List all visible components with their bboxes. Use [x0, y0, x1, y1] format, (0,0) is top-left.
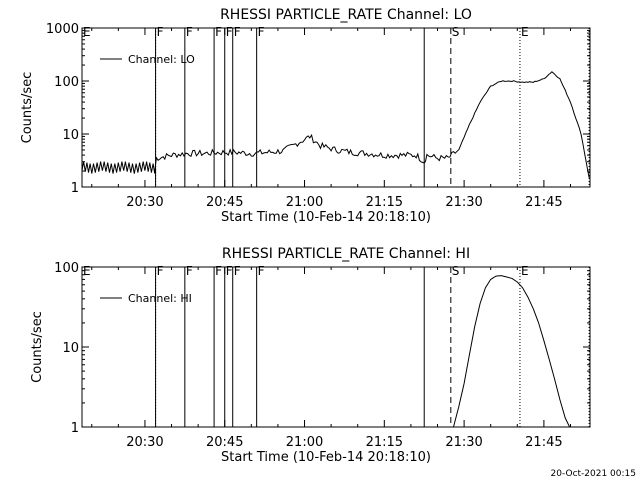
x-tick-label: 21:45 — [525, 435, 562, 450]
x-tick-label: 21:00 — [286, 435, 323, 450]
legend: Channel: LO — [100, 53, 195, 66]
y-tick-label: 100 — [54, 75, 79, 90]
series-line — [81, 71, 590, 178]
event-marker-label: F — [186, 264, 193, 278]
chart-title: RHESSI PARTICLE_RATE Channel: HI — [222, 246, 470, 262]
event-marker-label: F — [234, 264, 241, 278]
event-marker-label: E — [521, 25, 529, 39]
x-tick-label: 21:15 — [366, 195, 403, 210]
legend-label: Channel: HI — [128, 292, 192, 305]
series-layer — [453, 275, 571, 428]
event-marker-label: F — [258, 264, 265, 278]
series-line — [453, 275, 571, 428]
event-marker-label: E — [521, 264, 529, 278]
y-tick-label: 1 — [71, 181, 79, 196]
event-marker-label: F — [258, 25, 265, 39]
event-marker-label: F — [234, 25, 241, 39]
event-marker-label: S — [452, 264, 460, 278]
event-marker-label: E — [83, 25, 91, 39]
plot-timestamp: 20-Oct-2021 00:15 — [551, 469, 636, 479]
event-marker-label: F — [157, 264, 164, 278]
event-marker-label: F — [226, 264, 233, 278]
x-tick-label: 20:30 — [126, 195, 163, 210]
chart-panel-hi: RHESSI PARTICLE_RATE Channel: HI 1 10 100 Co… — [30, 246, 591, 465]
legend: Channel: HI — [100, 292, 192, 305]
event-marker-label: F — [215, 25, 222, 39]
x-axis: 20:30 20:45 21:00 21:15 21:30 21:45 Start Time… — [91, 28, 571, 225]
event-marker-label: F — [226, 25, 233, 39]
y-axis: 1 10 100 1000 Counts/sec — [20, 22, 590, 196]
x-tick-label: 21:15 — [366, 435, 403, 450]
y-axis-label: Counts/sec — [30, 311, 45, 383]
chart-panel-lo: RHESSI PARTICLE_RATE Channel: LO 1 10 100 10… — [20, 7, 591, 225]
plot-frame — [81, 266, 591, 428]
x-tick-label: 21:30 — [445, 195, 482, 210]
y-axis-label: Counts/sec — [20, 72, 35, 144]
chart-title: RHESSI PARTICLE_RATE Channel: LO — [220, 7, 472, 23]
y-tick-label: 100 — [54, 261, 79, 276]
y-tick-label: 1 — [71, 421, 79, 436]
x-axis-label: Start Time (10-Feb-14 20:18:10) — [221, 450, 431, 465]
plot-frame — [81, 27, 591, 188]
x-tick-label: 21:45 — [525, 195, 562, 210]
event-marker-label: F — [186, 25, 193, 39]
x-tick-label: 20:45 — [206, 195, 243, 210]
event-marker-label: F — [157, 25, 164, 39]
y-tick-label: 1000 — [46, 22, 79, 37]
x-tick-label: 21:30 — [445, 435, 482, 450]
legend-label: Channel: LO — [128, 53, 195, 66]
x-tick-label: 20:30 — [126, 435, 163, 450]
series-layer — [81, 71, 590, 178]
event-marker-label: E — [83, 264, 91, 278]
x-axis-label: Start Time (10-Feb-14 20:18:10) — [221, 210, 431, 225]
x-tick-label: 20:45 — [206, 435, 243, 450]
y-axis: 1 10 100 Counts/sec — [30, 261, 590, 436]
y-tick-label: 10 — [62, 341, 79, 356]
event-marker-label: S — [452, 25, 460, 39]
y-tick-label: 10 — [62, 128, 79, 143]
x-tick-label: 21:00 — [286, 195, 323, 210]
x-axis: 20:30 20:45 21:00 21:15 21:30 21:45 Start Time… — [91, 267, 571, 465]
event-marker-label: F — [215, 264, 222, 278]
